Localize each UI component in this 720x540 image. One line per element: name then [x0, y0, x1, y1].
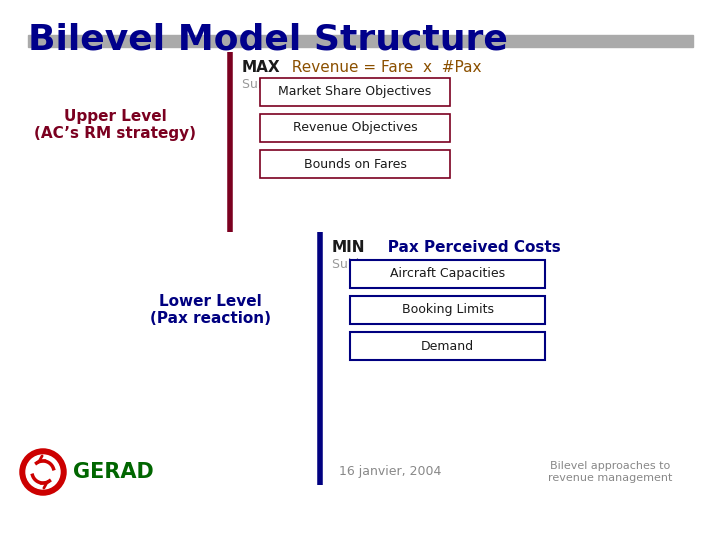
Bar [260, 114, 450, 142]
Text: Pax Perceived Costs: Pax Perceived Costs [372, 240, 561, 255]
Text: GERAD: GERAD [73, 462, 154, 482]
Text: Bilevel approaches to
revenue management: Bilevel approaches to revenue management [548, 461, 672, 483]
Bar [350, 332, 545, 360]
Text: Bounds on Fares: Bounds on Fares [304, 158, 406, 171]
Bar [350, 260, 545, 288]
Text: MAX: MAX [242, 60, 281, 75]
Text: Aircraft Capacities: Aircraft Capacities [390, 267, 505, 280]
Text: Revenue = Fare  x  #Pax: Revenue = Fare x #Pax [282, 60, 482, 75]
Text: Market Share Objectives: Market Share Objectives [279, 85, 431, 98]
Text: Revenue Objectives: Revenue Objectives [293, 122, 418, 134]
Bar [28, 35, 693, 47]
Circle shape [26, 455, 60, 489]
Text: Upper Level
(AC’s RM strategy): Upper Level (AC’s RM strategy) [34, 109, 196, 141]
Text: Bilevel Model Structure: Bilevel Model Structure [28, 22, 508, 56]
Bar [260, 78, 450, 106]
Bar [260, 150, 450, 178]
Text: Subject To: Subject To [332, 258, 396, 271]
Text: MIN: MIN [332, 240, 366, 255]
Text: Lower Level
(Pax reaction): Lower Level (Pax reaction) [150, 294, 271, 326]
Circle shape [21, 450, 65, 494]
Text: 16 janvier, 2004: 16 janvier, 2004 [339, 465, 441, 478]
Text: Demand: Demand [421, 340, 474, 353]
Text: Booking Limits: Booking Limits [402, 303, 493, 316]
Bar [350, 296, 545, 324]
Text: Subject To: Subject To [242, 78, 306, 91]
